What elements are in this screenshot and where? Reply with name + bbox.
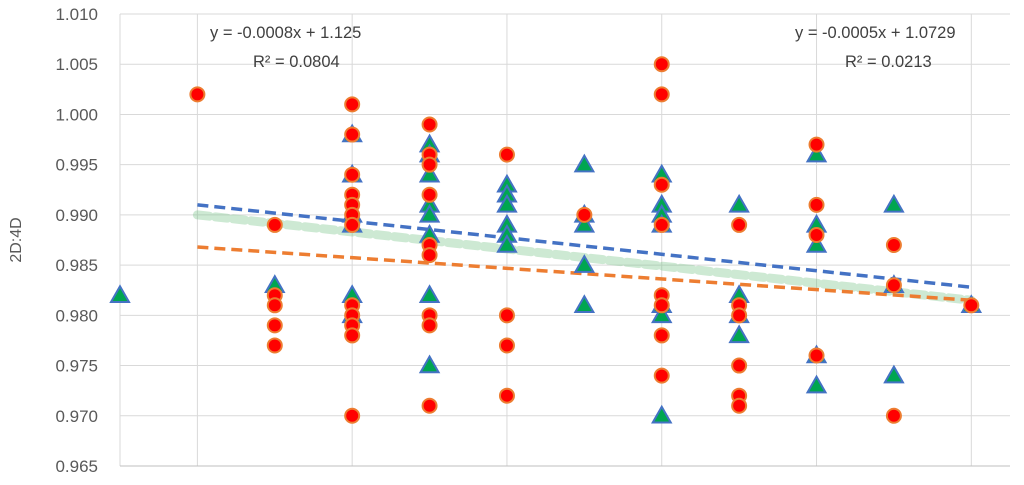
- circle-point: [421, 156, 438, 173]
- circle-point: [808, 347, 825, 364]
- triangle-point: [418, 284, 441, 303]
- y-tick-label: 1.005: [55, 55, 98, 74]
- circle-point: [653, 176, 670, 193]
- gridlines: [119, 13, 1010, 467]
- circle-point: [731, 216, 748, 233]
- circle-point: [421, 317, 438, 334]
- circle-point: [808, 196, 825, 213]
- y-tick-label: 0.985: [55, 256, 98, 275]
- triangle-point: [418, 354, 441, 374]
- triangle-point: [651, 404, 673, 424]
- trendline-2: [197, 245, 972, 303]
- circle-point: [653, 56, 670, 73]
- circle-point: [344, 216, 361, 233]
- circle-point: [731, 397, 748, 414]
- y-tick-label: 0.975: [55, 357, 98, 376]
- circle-point: [653, 367, 670, 384]
- triangle-point: [418, 163, 441, 183]
- y-tick-label: 0.970: [55, 407, 98, 426]
- circle-point: [266, 317, 283, 334]
- circle-point: [885, 277, 902, 294]
- triangle-point: [805, 143, 828, 163]
- circle-point: [344, 407, 361, 424]
- triangle-point: [573, 294, 596, 314]
- y-tick-label: 0.990: [55, 206, 98, 225]
- circle-point: [576, 206, 593, 223]
- trendline-1-r2: R² = 0.0804: [253, 53, 340, 71]
- triangle-point: [728, 193, 750, 213]
- circle-point: [731, 357, 748, 374]
- circle-point: [421, 186, 438, 203]
- circle-point: [421, 397, 438, 414]
- y-axis-title: 2D:4D: [8, 217, 25, 262]
- circle-point: [498, 146, 515, 163]
- circle-point: [963, 297, 980, 314]
- trendline-1-equation: y = -0.0008x + 1.125: [210, 24, 361, 42]
- circle-point: [498, 307, 515, 324]
- trendline-2-equation: y = -0.0005x + 1.0729: [795, 24, 956, 42]
- trendline-1: [197, 203, 972, 289]
- triangle-point: [573, 254, 596, 273]
- circle-point: [808, 136, 825, 153]
- triangle-point: [573, 213, 596, 233]
- data-points: [109, 56, 983, 424]
- triangle-point: [418, 203, 441, 223]
- triangle-point: [573, 153, 596, 173]
- circle-point: [808, 226, 825, 243]
- y-tick-label: 1.010: [55, 5, 98, 24]
- y-tick-label: 0.980: [55, 306, 98, 325]
- y-tick-labels: 0.965 0.970 0.975 0.980 0.985 0.990 0.995 1.000…: [55, 5, 98, 476]
- circle-point: [344, 327, 361, 344]
- triangle-point: [109, 284, 131, 303]
- circle-point: [653, 297, 670, 314]
- triangle-point: [728, 324, 750, 344]
- circle-point: [653, 327, 670, 344]
- y-tick-label: 0.995: [55, 156, 98, 175]
- circle-point: [731, 307, 748, 324]
- circle-point: [344, 166, 361, 183]
- triangle-point: [805, 374, 828, 394]
- circle-point: [266, 337, 283, 354]
- circle-point: [498, 337, 515, 354]
- trendline-equations: y = -0.0008x + 1.125 R² = 0.0804 y = -0.…: [210, 24, 956, 71]
- circle-point: [421, 247, 438, 264]
- circle-point: [885, 407, 902, 424]
- circle-point: [344, 96, 361, 113]
- triangle-point: [496, 193, 518, 213]
- circle-point: [653, 86, 670, 103]
- circle-point: [344, 126, 361, 143]
- y-tick-label: 1.000: [55, 105, 98, 124]
- circle-point: [266, 297, 283, 314]
- triangle-point: [496, 234, 518, 253]
- circle-point: [653, 216, 670, 233]
- triangle-point: [883, 193, 905, 213]
- circle-point: [189, 86, 206, 103]
- circle-point: [498, 387, 515, 404]
- y-tick-label: 0.965: [55, 457, 98, 476]
- triangle-point: [805, 234, 828, 253]
- circle-point: [266, 216, 283, 233]
- circle-point: [421, 116, 438, 133]
- triangle-point: [883, 364, 905, 384]
- circle-point: [885, 237, 902, 254]
- trendline-2-r2: R² = 0.0213: [845, 53, 932, 71]
- triangle-point: [651, 304, 673, 324]
